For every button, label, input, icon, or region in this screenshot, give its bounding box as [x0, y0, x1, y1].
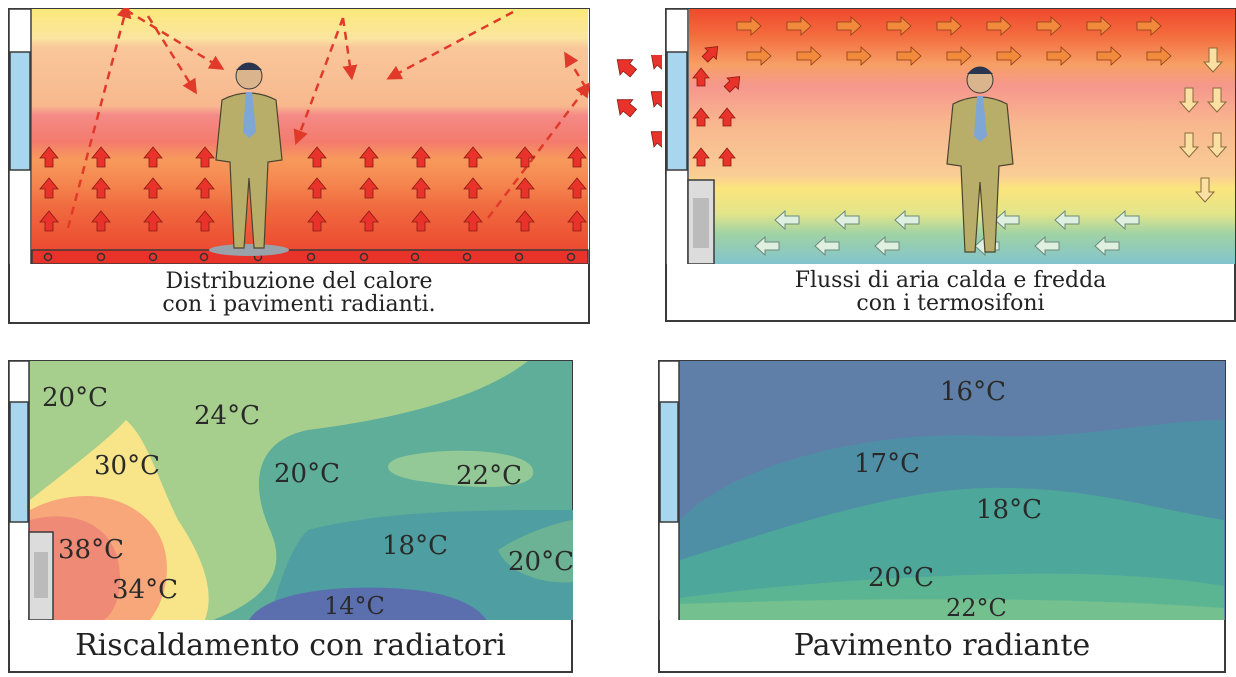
window-icon: [666, 51, 688, 171]
temp-label: 18°C: [976, 495, 1042, 525]
zone-14: [248, 587, 488, 622]
heated-floor: [31, 249, 589, 265]
caption-line-2: con i pavimenti radianti.: [162, 292, 436, 317]
caption: Pavimento radiante: [793, 628, 1091, 663]
panel-radiator-temperatures: 20°C 24°C 30°C 20°C 22°C 38°C 18°C 34°C …: [8, 360, 573, 673]
zone-20-right: [498, 520, 573, 583]
temp-label: 20°C: [868, 563, 934, 593]
caption-line-2: con i termosifoni: [856, 291, 1045, 316]
floor-pipes: [43, 252, 576, 262]
zone-22: [388, 450, 534, 487]
panel-radiator-flow: Flussi di aria calda e fredda con i term…: [665, 8, 1236, 322]
cooling-descending-arrows: [1178, 47, 1228, 203]
caption-line-1: Distribuzione del calore: [165, 269, 433, 294]
window-icon: [9, 401, 29, 523]
temp-label: 17°C: [854, 449, 920, 479]
temp-label: 24°C: [194, 401, 260, 431]
caption: Riscaldamento con radiatori: [75, 628, 506, 663]
floor-temperature-map: 16°C 17°C 18°C 20°C 22°C: [658, 360, 1226, 622]
radiator-icon: [687, 179, 715, 265]
radiator-flow-illustration: [665, 8, 1236, 266]
escaping-heat-arrows: [616, 55, 662, 150]
temp-label: 38°C: [58, 535, 124, 565]
temp-label: 20°C: [274, 459, 340, 489]
temp-label: 14°C: [324, 592, 385, 620]
window-icon: [659, 401, 679, 523]
radiator-temperature-map: 20°C 24°C 30°C 20°C 22°C 38°C 18°C 34°C …: [8, 360, 573, 622]
person-figure: [209, 62, 289, 256]
temp-label: 18°C: [382, 531, 448, 561]
temp-label: 20°C: [42, 383, 108, 413]
cold-air-bottom-arrows: [754, 209, 1140, 256]
temp-label: 22°C: [946, 594, 1007, 622]
room-heat-gradient: [32, 9, 588, 251]
temp-label: 30°C: [94, 451, 160, 481]
temp-label: 22°C: [456, 461, 522, 491]
panel-floor-temperatures: 16°C 17°C 18°C 20°C 22°C Pavimento radia…: [658, 360, 1226, 673]
hot-air-top-arrows: [736, 16, 1172, 66]
heat-radiation-lines: [66, 8, 590, 229]
rising-heat-arrows: [39, 146, 587, 232]
window-icon: [9, 51, 31, 171]
floor-heating-illustration: [8, 8, 590, 266]
rising-hot-air-arrows: [692, 46, 741, 167]
zone-22: [680, 599, 1224, 622]
temp-label: 20°C: [508, 547, 573, 577]
panel-floor-heating-flow: Distribuzione del calore con i pavimenti…: [8, 8, 590, 324]
temp-label: 16°C: [940, 377, 1006, 407]
caption-line-1: Flussi di aria calda e fredda: [794, 268, 1107, 293]
person-figure: [946, 66, 1014, 253]
temp-label: 34°C: [112, 575, 178, 605]
